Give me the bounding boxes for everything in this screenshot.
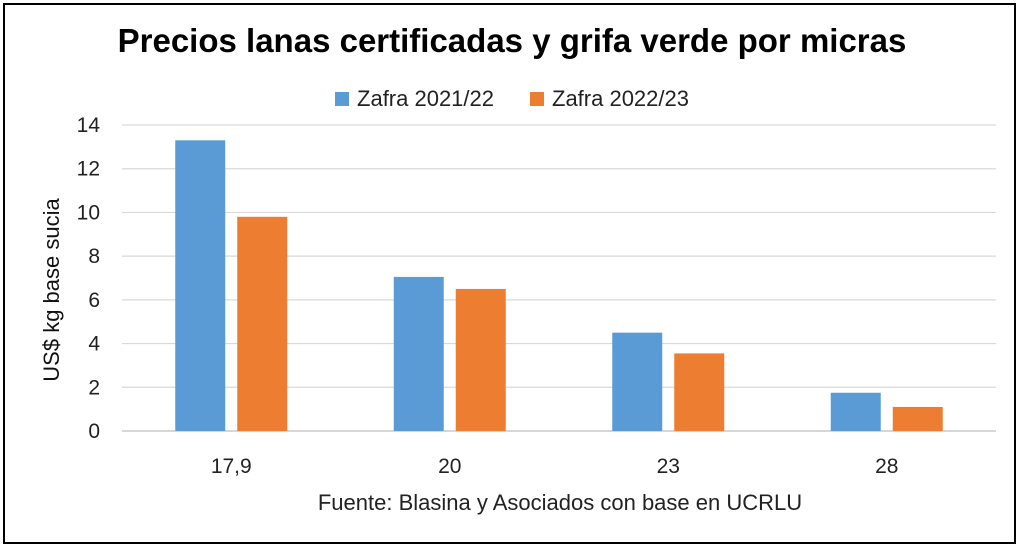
y-tick-label-0: 0: [88, 420, 100, 443]
legend-item-series-2: Zafra 2022/23: [530, 86, 689, 112]
source-note: Fuente: Blasina y Asociados con base en …: [317, 490, 803, 515]
x-tick-label-3: 23: [657, 455, 680, 478]
bar-series-2-cat-4: [892, 406, 943, 431]
y-tick-label-4: 4: [88, 333, 100, 356]
legend: Zafra 2021/22 Zafra 2022/23: [0, 86, 1024, 112]
y-tick-label-10: 10: [77, 201, 100, 224]
legend-label-series-2: Zafra 2022/23: [552, 86, 689, 111]
bar-series-2-cat-3: [674, 353, 725, 431]
bar-series-2-cat-2: [455, 288, 506, 431]
bar-series-1-cat-1: [175, 140, 226, 432]
legend-swatch-series-1: [335, 92, 350, 106]
legend-swatch-series-2: [530, 92, 544, 106]
y-tick-label-14: 14: [77, 114, 101, 137]
legend-item-series-1: Zafra 2021/22: [335, 86, 494, 112]
bar-series-1-cat-2: [393, 276, 444, 431]
y-tick-label-12: 12: [77, 158, 100, 181]
y-tick-label-8: 8: [88, 245, 100, 268]
bar-series-1-cat-3: [612, 332, 663, 431]
x-tick-label-2: 20: [438, 455, 461, 478]
chart-frame: [3, 3, 1016, 544]
legend-label-series-1: Zafra 2021/22: [357, 86, 494, 111]
y-tick-label-2: 2: [88, 376, 100, 399]
x-tick-label-4: 28: [875, 455, 898, 478]
bar-series-2-cat-1: [237, 216, 288, 431]
x-tick-label-1: 17,9: [211, 455, 252, 478]
chart-title: Precios lanas certificadas y grifa verde…: [117, 22, 907, 59]
y-tick-label-6: 6: [88, 289, 100, 312]
bar-series-1-cat-4: [830, 392, 881, 431]
